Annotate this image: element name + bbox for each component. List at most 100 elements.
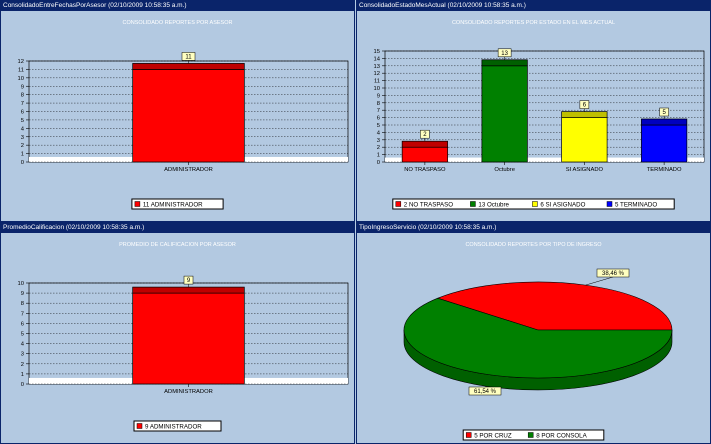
- chart-calificacion: PROMEDIO DE CALIFICACION POR ASESOR 0 1 2 3 4…: [18, 242, 349, 432]
- y-tick-label: 0: [377, 160, 380, 166]
- data-label: 5: [662, 110, 666, 116]
- data-label: 13: [501, 51, 508, 57]
- y-tick-label: 3: [377, 138, 380, 144]
- y-tick-label: 3: [21, 135, 24, 141]
- y-tick-label: 10: [374, 86, 380, 92]
- panel-title: ConsolidadoEntreFechasPorAsesor (02/10/2…: [1, 1, 354, 11]
- y-tick-label: 7: [21, 311, 24, 317]
- pie-slice: [403, 297, 673, 379]
- legend-box: [462, 429, 605, 441]
- panel-tipo-ingreso: TipoIngresoServicio (02/10/2009 10:58:35…: [356, 222, 711, 444]
- panel-asesor: ConsolidadoEntreFechasPorAsesor (02/10/2…: [0, 0, 355, 222]
- legend-swatch: [134, 201, 141, 207]
- y-tick-label: 9: [21, 84, 24, 90]
- x-tick-label: SI ASIGNADO: [566, 167, 604, 173]
- y-tick-label: 1: [21, 152, 24, 158]
- bar: [641, 124, 688, 163]
- data-label-box: [659, 107, 669, 117]
- pie-label-box: [596, 268, 630, 278]
- data-label-box: [183, 275, 194, 285]
- data-label-box: [420, 129, 430, 139]
- bar-top: [561, 111, 608, 118]
- chart-asesor: CONSOLIDADO REPORTES POR ASESOR012345678…: [18, 20, 349, 210]
- y-tick-label: 0: [21, 160, 24, 166]
- pie-label-box: [468, 386, 502, 396]
- y-tick-label: 10: [18, 281, 24, 287]
- y-tick-label: 0: [21, 382, 24, 388]
- chart-estado: CONSOLIDADO REPORTES POR ESTADO EN EL ME…: [374, 20, 705, 210]
- legend-swatch: [527, 432, 534, 438]
- y-tick-label: 7: [21, 101, 24, 107]
- legend-label: 8 POR CONSOLA: [536, 433, 587, 440]
- pie-label: 38,46 %: [602, 271, 625, 277]
- legend-swatch: [606, 201, 613, 207]
- legend-box: [133, 420, 222, 432]
- pie-label: 61,54 %: [474, 389, 497, 395]
- y-tick-label: 7: [377, 108, 380, 114]
- y-tick-label: 15: [374, 49, 380, 55]
- bar-top: [641, 118, 688, 126]
- y-tick-label: 11: [374, 79, 380, 85]
- legend-swatch: [532, 201, 538, 207]
- y-tick-label: 4: [377, 130, 381, 136]
- panel-title: PromedioCalificacion (02/10/2009 10:58:3…: [1, 223, 354, 233]
- bar: [132, 69, 245, 163]
- panel-calificacion: PromedioCalificacion (02/10/2009 10:58:3…: [0, 222, 355, 444]
- legend-label: 11 ADMINISTRADOR: [143, 202, 203, 209]
- y-tick-label: 8: [21, 301, 24, 307]
- bar: [481, 65, 528, 163]
- y-tick-label: 8: [377, 101, 380, 107]
- x-tick-label: NO TRASPASO: [404, 167, 446, 173]
- y-tick-label: 2: [21, 362, 24, 368]
- y-tick-label: 3: [21, 352, 24, 358]
- x-tick-label: ADMINISTRADOR: [164, 167, 213, 173]
- chart-tipo-ingreso: CONSOLIDADO REPORTES POR TIPO DE INGRESO…: [403, 242, 673, 441]
- data-label-box: [579, 100, 590, 109]
- chart-title: CONSOLIDADO REPORTES POR ASESOR: [123, 20, 233, 26]
- legend-box: [131, 198, 224, 210]
- chart-title: CONSOLIDADO REPORTES POR ESTADO EN EL ME…: [452, 20, 615, 26]
- data-label-box: [497, 48, 512, 58]
- y-tick-label: 12: [18, 59, 24, 65]
- y-tick-label: 5: [21, 118, 24, 124]
- y-tick-label: 5: [21, 332, 24, 338]
- bar-top: [132, 286, 245, 294]
- bar-top: [481, 59, 528, 67]
- data-label: 6: [583, 103, 587, 109]
- x-tick-label: TERMINADO: [647, 167, 682, 173]
- legend-swatch: [465, 432, 472, 438]
- bar: [132, 292, 245, 385]
- legend-label: 6 SI ASIGNADO: [540, 202, 585, 209]
- x-tick-label: Octubre: [494, 167, 515, 173]
- y-tick-label: 4: [21, 126, 25, 132]
- bar-top: [401, 140, 448, 148]
- legend-label: 13 Octubre: [478, 202, 509, 209]
- legend-label: 5 TERMINADO: [615, 202, 657, 209]
- legend-swatch: [470, 201, 476, 207]
- legend-swatch: [136, 423, 143, 429]
- y-tick-label: 6: [21, 110, 24, 116]
- y-tick-label: 11: [18, 67, 24, 73]
- y-tick-label: 10: [18, 76, 24, 82]
- data-label: 9: [187, 278, 191, 284]
- plot-floor: [385, 157, 704, 162]
- y-tick-label: 8: [21, 93, 24, 99]
- y-tick-label: 12: [374, 71, 380, 77]
- y-tick-label: 5: [377, 123, 380, 129]
- chart-title: CONSOLIDADO REPORTES POR TIPO DE INGRESO: [465, 242, 602, 248]
- legend-swatch: [395, 201, 402, 207]
- y-tick-label: 1: [377, 153, 380, 159]
- data-label: 11: [185, 54, 192, 60]
- y-tick-label: 13: [374, 64, 380, 70]
- y-tick-label: 2: [21, 143, 24, 149]
- y-tick-label: 6: [377, 116, 380, 122]
- y-tick-label: 9: [377, 93, 380, 99]
- y-tick-label: 1: [21, 372, 24, 378]
- y-tick-label: 2: [377, 145, 380, 151]
- x-tick-label: ADMINISTRADOR: [164, 389, 213, 395]
- pie-label-leader: [585, 276, 614, 286]
- chart-title: PROMEDIO DE CALIFICACION POR ASESOR: [119, 242, 236, 248]
- data-label: 2: [423, 132, 427, 138]
- bar: [561, 117, 608, 163]
- bar-top: [132, 63, 245, 70]
